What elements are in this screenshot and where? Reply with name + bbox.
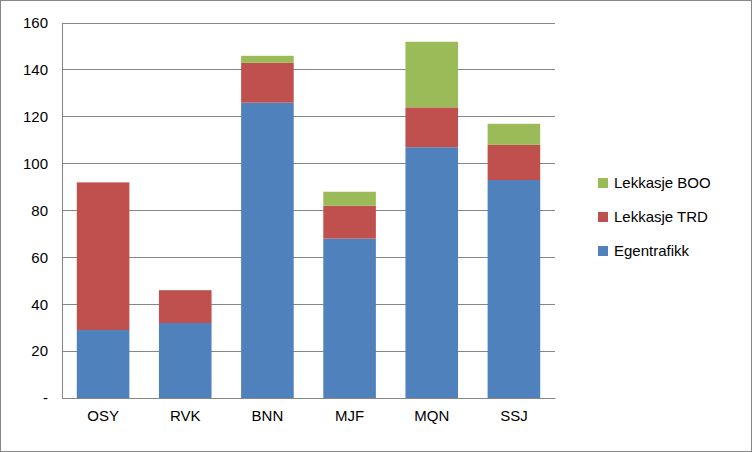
legend: Lekkasje BOO Lekkasje TRD Egentrafikk — [598, 174, 711, 259]
x-tick: OSY — [87, 398, 119, 424]
y-tick-label: 120 — [23, 108, 48, 125]
bar — [488, 124, 541, 145]
bar — [405, 42, 458, 108]
series — [241, 42, 540, 206]
bar — [77, 182, 130, 330]
chart-frame — [1, 1, 752, 452]
y-axis: - 20 40 60 80 100 120 140 160 — [23, 14, 63, 406]
bar — [159, 290, 212, 323]
y-tick-label: 100 — [23, 155, 48, 172]
bars — [77, 42, 540, 398]
grid-line — [62, 23, 555, 24]
y-tick-label: 40 — [31, 296, 48, 313]
grid-line — [62, 116, 555, 117]
y-tick-label: 20 — [31, 342, 48, 359]
bar — [241, 56, 294, 63]
x-tick: MQN — [414, 398, 449, 424]
grid-line — [62, 257, 555, 258]
x-tick-label: MJF — [335, 407, 364, 424]
bar — [405, 107, 458, 147]
x-tick: RVK — [170, 398, 201, 424]
x-axis: OSY RVK BNN MJF MQN SSJ — [63, 398, 556, 424]
bar — [241, 63, 294, 103]
legend-swatch — [598, 178, 608, 188]
bar — [323, 206, 376, 239]
y-tick: 80 — [31, 202, 62, 219]
y-tick: 20 — [31, 342, 62, 359]
y-tick: 140 — [23, 61, 62, 78]
x-tick-label: OSY — [87, 407, 119, 424]
x-tick-label: MQN — [414, 407, 449, 424]
bar — [323, 239, 376, 398]
x-axis-line — [63, 398, 556, 399]
y-tick-label: 140 — [23, 61, 48, 78]
bar — [77, 330, 130, 398]
y-tick: 100 — [23, 155, 62, 172]
bar — [241, 103, 294, 398]
bar — [405, 147, 458, 398]
x-tick: MJF — [335, 398, 364, 424]
bar — [323, 192, 376, 206]
bar — [159, 290, 212, 291]
legend-label: Lekkasje TRD — [614, 208, 708, 225]
grid-line — [62, 398, 555, 399]
y-tick-label: - — [43, 389, 48, 406]
chart: - 20 40 60 80 100 120 140 160 OSY RVK BNN MJF MQN SSJ L… — [0, 0, 752, 452]
legend-item: Egentrafikk — [598, 242, 690, 259]
legend-swatch — [598, 246, 608, 256]
y-tick-label: 160 — [23, 14, 48, 31]
bar — [488, 145, 541, 180]
y-axis-line — [62, 24, 63, 399]
grid — [62, 23, 555, 398]
grid-line — [62, 304, 555, 305]
y-tick: 120 — [23, 108, 62, 125]
x-tick-label: SSJ — [500, 407, 528, 424]
grid-line — [62, 163, 555, 164]
legend-label: Egentrafikk — [614, 242, 690, 259]
y-tick: 40 — [31, 296, 62, 313]
series — [77, 103, 540, 398]
legend-item: Lekkasje BOO — [598, 174, 711, 191]
legend-label: Lekkasje BOO — [614, 174, 711, 191]
legend-item: Lekkasje TRD — [598, 208, 708, 225]
grid-line — [62, 69, 555, 70]
legend-swatch — [598, 212, 608, 222]
plot: - 20 40 60 80 100 120 140 160 OSY RVK BNN MJF MQN SSJ — [23, 14, 556, 423]
series — [77, 63, 540, 330]
grid-line — [62, 210, 555, 211]
x-tick: SSJ — [500, 398, 528, 424]
bar — [488, 180, 541, 398]
y-tick: - — [43, 389, 62, 406]
y-tick-label: 60 — [31, 249, 48, 266]
grid-line — [62, 351, 555, 352]
bar — [77, 182, 130, 183]
y-tick: 160 — [23, 14, 62, 31]
x-tick-label: RVK — [170, 407, 201, 424]
x-tick: BNN — [252, 398, 284, 424]
bar — [159, 323, 212, 398]
y-tick-label: 80 — [31, 202, 48, 219]
x-tick-label: BNN — [252, 407, 284, 424]
y-tick: 60 — [31, 249, 62, 266]
